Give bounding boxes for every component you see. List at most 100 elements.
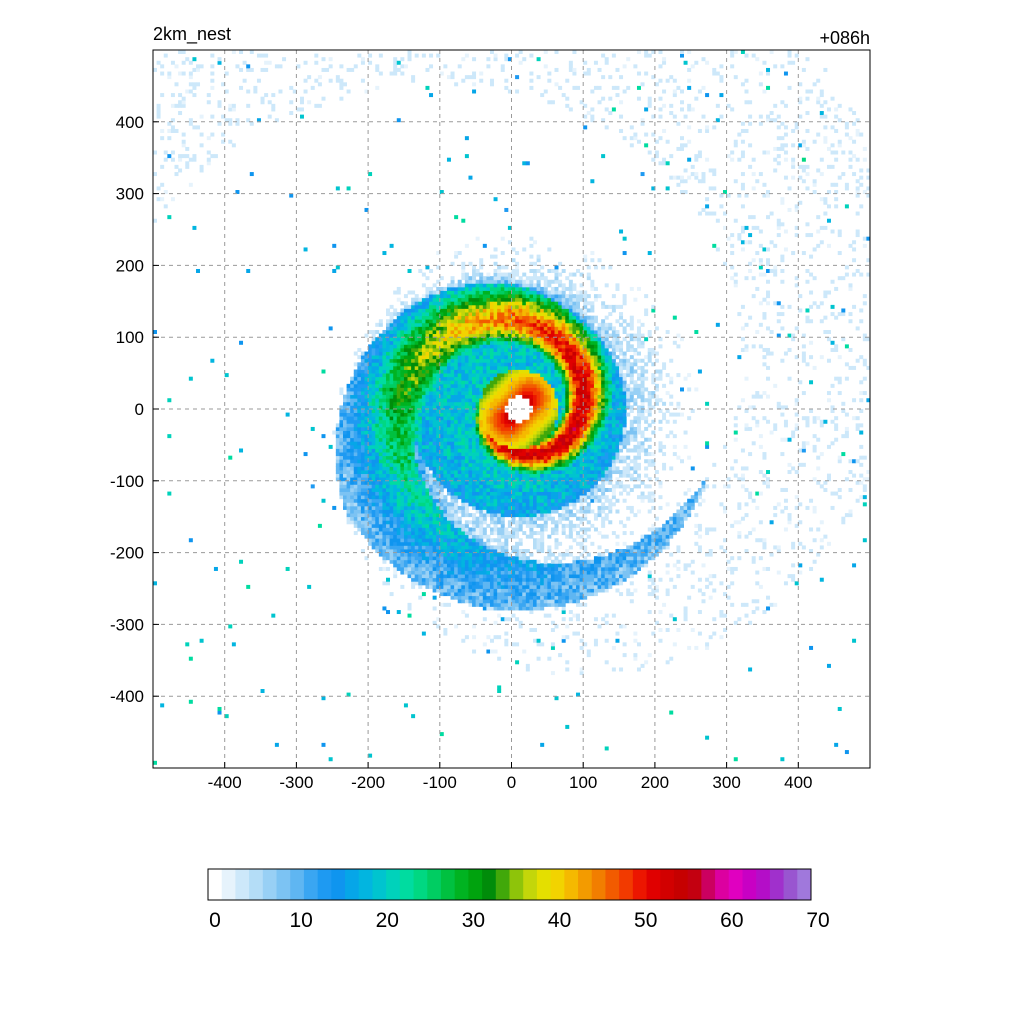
field-cell [411, 355, 416, 360]
field-cell [400, 383, 405, 388]
field-cell [396, 545, 401, 550]
field-cell [414, 556, 419, 561]
field-cell [436, 513, 441, 518]
field-cell [461, 369, 466, 374]
field-cell [472, 419, 477, 424]
field-cell [479, 401, 484, 406]
field-cell [418, 484, 423, 489]
field-cell [364, 466, 369, 471]
field-cell [353, 437, 358, 442]
field-cell [378, 362, 383, 367]
field-cell [504, 412, 509, 417]
field-cell [360, 523, 365, 528]
field-cell [371, 391, 376, 396]
field-cell [525, 380, 530, 385]
field-cell [500, 556, 505, 561]
field-cell [421, 509, 426, 514]
field-cell [432, 484, 437, 489]
field-cell [386, 437, 391, 442]
field-cell [493, 559, 498, 564]
field-cell [464, 473, 469, 478]
field-cell [436, 355, 441, 360]
field-cell [181, 50, 186, 54]
field-cell [522, 495, 527, 500]
field-cell [332, 430, 337, 435]
field-cell [411, 559, 416, 564]
field-cell [525, 534, 530, 539]
field-cell [529, 394, 534, 399]
field-cell [371, 401, 376, 406]
field-cell [443, 355, 448, 360]
field-cell [468, 473, 473, 478]
field-cell [393, 473, 398, 478]
field-cell [468, 383, 473, 388]
field-cell [507, 297, 512, 302]
field-cell [421, 556, 426, 561]
field-cell [479, 333, 484, 338]
field-cell [403, 401, 408, 406]
field-cell [443, 470, 448, 475]
field-cell [386, 326, 391, 331]
field-cell [468, 391, 473, 396]
field-cell [353, 369, 358, 374]
field-cell [360, 426, 365, 431]
field-cell [364, 505, 369, 510]
field-cell [493, 401, 498, 406]
field-cell [167, 491, 172, 496]
field-cell [350, 466, 355, 471]
field-cell [396, 552, 401, 557]
field-cell [533, 416, 537, 421]
field-cell [479, 416, 484, 421]
field-cell [493, 326, 498, 331]
field-cell [518, 301, 523, 306]
field-cell [533, 362, 537, 367]
field-cell [464, 53, 469, 58]
field-cell [518, 563, 523, 568]
field-cell [407, 376, 412, 381]
field-cell [382, 556, 387, 561]
field-cell [364, 448, 369, 453]
field-cell [540, 509, 545, 514]
field-cell [511, 272, 516, 277]
field-cell [443, 294, 448, 299]
field-cell [525, 326, 530, 331]
field-cell [493, 513, 498, 518]
field-cell [436, 545, 441, 550]
field-cell [511, 304, 516, 309]
field-cell [386, 541, 391, 546]
field-cell [425, 487, 430, 492]
field-cell [540, 405, 545, 410]
field-cell [418, 559, 423, 564]
field-cell [378, 398, 383, 403]
field-cell [525, 383, 530, 388]
field-cell [393, 60, 398, 65]
field-cell [350, 513, 355, 518]
field-cell [429, 268, 434, 273]
field-cell [479, 409, 484, 413]
field-cell [486, 312, 491, 317]
field-cell [454, 502, 459, 507]
field-cell [411, 480, 416, 485]
field-cell [310, 85, 315, 90]
field-cell [489, 577, 494, 582]
field-cell [439, 380, 444, 385]
field-cell [371, 444, 376, 449]
field-cell [489, 595, 494, 600]
field-cell [335, 426, 340, 431]
field-cell [522, 505, 527, 510]
field-cell [436, 441, 441, 446]
field-cell [443, 538, 448, 543]
field-cell [536, 487, 541, 492]
field-cell [472, 405, 477, 410]
field-cell [500, 588, 505, 593]
field-cell [486, 448, 491, 453]
field-cell [396, 391, 401, 396]
field-cell [522, 319, 527, 324]
field-cell [307, 100, 312, 105]
field-cell [479, 279, 484, 284]
field-cell [543, 394, 548, 399]
field-cell [497, 312, 502, 317]
field-cell [446, 405, 451, 410]
field-cell [482, 308, 487, 313]
field-cell [515, 531, 520, 536]
